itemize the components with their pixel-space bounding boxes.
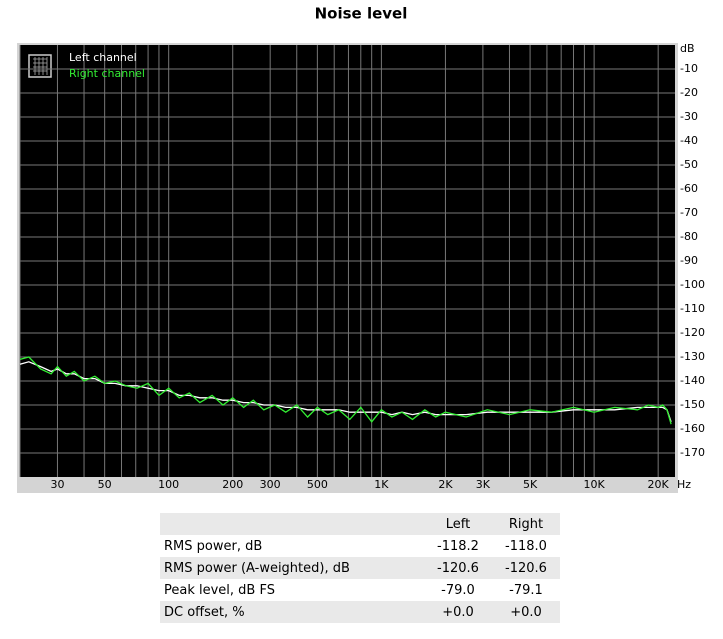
table-value: -118.2 xyxy=(437,538,479,554)
row-label: RMS power (A-weighted), dB xyxy=(164,560,350,576)
table-value: -120.6 xyxy=(505,560,547,576)
x-tick-label: 100 xyxy=(158,478,179,491)
x-tick-label: 50 xyxy=(98,478,112,491)
series-line xyxy=(19,356,672,425)
x-tick-label: 5K xyxy=(523,478,538,491)
y-tick-label: -80 xyxy=(680,230,698,243)
x-tick-label: 30 xyxy=(50,478,64,491)
y-tick-label: -90 xyxy=(680,254,698,267)
y-tick-label: -100 xyxy=(680,278,705,291)
y-tick-label: -60 xyxy=(680,182,698,195)
legend-label: Right channel xyxy=(69,67,145,80)
y-tick-label: -50 xyxy=(680,158,698,171)
y-tick-label: -170 xyxy=(680,446,705,459)
y-tick-label: -130 xyxy=(680,350,705,363)
header-row: Left Right xyxy=(160,513,560,535)
y-tick-label: -160 xyxy=(680,422,705,435)
row-label: Peak level, dB FS xyxy=(164,582,275,598)
column-header: Left xyxy=(445,516,471,532)
x-tick-label: 2K xyxy=(438,478,453,491)
y-unit: dB xyxy=(680,42,695,55)
table-value: +0.0 xyxy=(510,604,542,620)
table-row: Peak level, dB FS -79.0 -79.1 xyxy=(160,579,560,601)
table-value: -79.0 xyxy=(441,582,475,598)
table-value: -79.1 xyxy=(509,582,543,598)
chart-title: Noise level xyxy=(315,5,408,23)
x-unit: Hz xyxy=(677,478,691,491)
y-tick-label: -120 xyxy=(680,326,705,339)
legend-icon xyxy=(28,54,52,78)
legend-label: Left channel xyxy=(69,51,137,64)
chart: Noise level dB Hz -10 -20 -30 -40 -50 -60 -70 -… xyxy=(17,5,705,493)
x-tick-label: 10K xyxy=(584,478,606,491)
x-tick-label: 200 xyxy=(222,478,243,491)
table-value: +0.0 xyxy=(442,604,474,620)
table-row: RMS power, dB -118.2 -118.0 xyxy=(160,535,560,557)
row-label: RMS power, dB xyxy=(164,538,263,554)
y-tick-label: -10 xyxy=(680,62,698,75)
y-tick-label: -110 xyxy=(680,302,705,315)
x-tick-label: 1K xyxy=(374,478,389,491)
table-value: -118.0 xyxy=(505,538,547,554)
y-tick-label: -70 xyxy=(680,206,698,219)
table-row: DC offset, % +0.0 +0.0 xyxy=(160,601,560,623)
x-tick-label: 300 xyxy=(260,478,281,491)
results-table: Left Right RMS power, dB -118.2 -118.0 RMS p… xyxy=(160,513,560,623)
x-tick-label: 20K xyxy=(648,478,670,491)
y-tick-label: -40 xyxy=(680,134,698,147)
y-tick-label: -140 xyxy=(680,374,705,387)
column-header: Right xyxy=(508,516,544,532)
y-tick-label: -20 xyxy=(680,86,698,99)
table-row: RMS power (A-weighted), dB -120.6 -120.6 xyxy=(160,557,560,579)
table-value: -120.6 xyxy=(437,560,479,576)
y-tick-label: -30 xyxy=(680,110,698,123)
y-tick-label: -150 xyxy=(680,398,705,411)
x-tick-label: 500 xyxy=(307,478,328,491)
row-label: DC offset, % xyxy=(164,604,245,620)
x-tick-label: 3K xyxy=(476,478,491,491)
